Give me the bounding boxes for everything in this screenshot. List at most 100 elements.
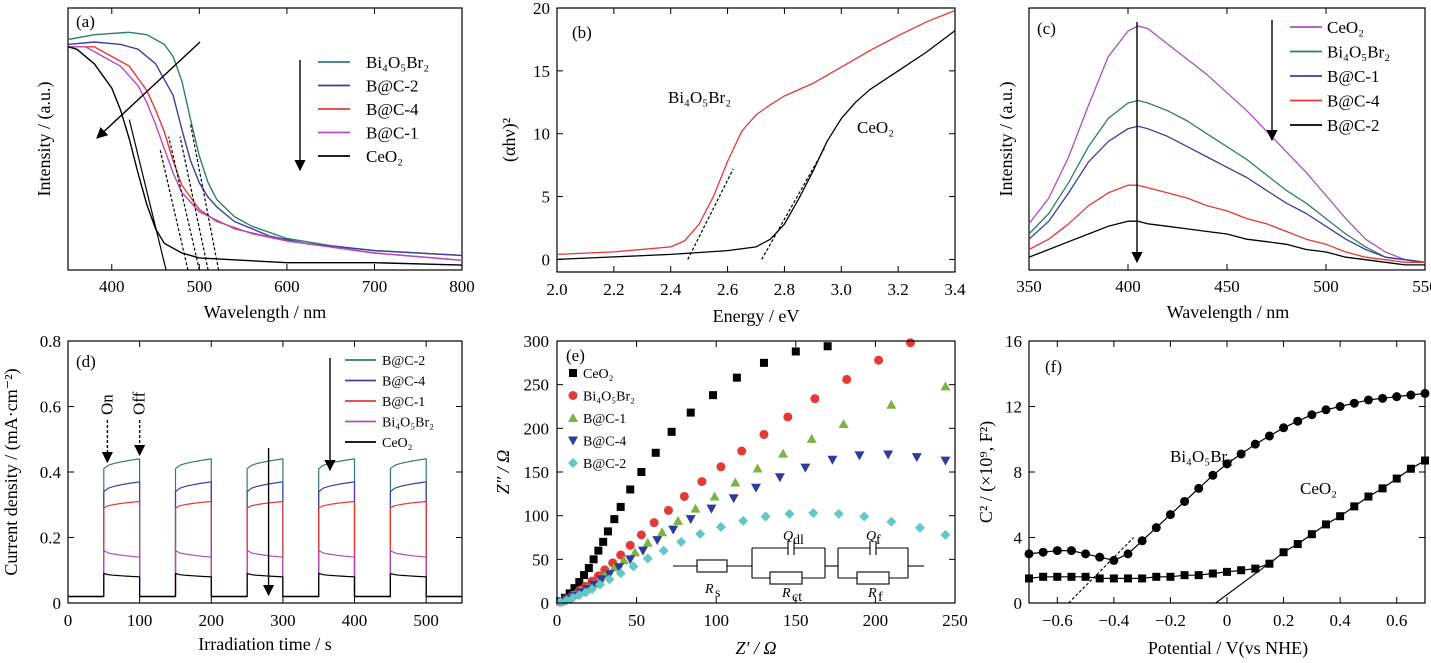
panel-e-circuit-label: R bbox=[781, 586, 791, 601]
panel-e-data-point bbox=[588, 580, 599, 590]
y-tick-label: 8 bbox=[1014, 463, 1023, 482]
panel-e-data-point bbox=[690, 503, 701, 513]
panel-e-data-point bbox=[609, 562, 620, 572]
x-tick-label: 550 bbox=[1412, 277, 1431, 296]
x-tick-label: 2.2 bbox=[603, 280, 624, 299]
panel-f-data-point bbox=[1151, 523, 1161, 533]
panel-f-data-point bbox=[1166, 572, 1175, 581]
panel-d-x-axis-title: Irradiation time / s bbox=[198, 634, 331, 654]
panel-d-off-label: Off bbox=[130, 391, 149, 415]
x-tick-label: 2.0 bbox=[546, 280, 567, 299]
panel-f-data-point bbox=[1208, 470, 1218, 480]
panel-e-data-point bbox=[642, 553, 653, 564]
panel-e-data-point bbox=[774, 473, 785, 483]
panel-e-data-point bbox=[874, 355, 884, 365]
panel-e-data-point bbox=[759, 429, 769, 439]
y-tick-label: 200 bbox=[524, 419, 550, 438]
panel-e-data-point bbox=[706, 504, 717, 514]
panel-e-data-point bbox=[630, 547, 641, 557]
panel-f-data-point bbox=[1067, 572, 1076, 581]
panel-f-data-point bbox=[1165, 510, 1175, 520]
panel-e-data-point bbox=[584, 564, 593, 573]
panel-e-data-point bbox=[626, 485, 635, 494]
panel-f-data-point bbox=[1109, 555, 1119, 565]
panel-d-on-label: On bbox=[97, 394, 116, 415]
panel-e-circuit-element bbox=[856, 571, 890, 585]
y-tick-label: 300 bbox=[524, 332, 550, 351]
panel-e-data-point bbox=[940, 381, 951, 391]
panel-e-circuit-label: Q bbox=[866, 529, 876, 544]
panel-e-data-point bbox=[911, 453, 922, 463]
x-tick-label: 100 bbox=[127, 611, 153, 630]
panel-d-series-line bbox=[68, 549, 462, 598]
panel-c-series-line bbox=[1028, 184, 1425, 263]
panel-e-data-point bbox=[625, 555, 636, 565]
panel-a-y-axis-title: Intensity / (a.u.) bbox=[34, 82, 55, 197]
panel-f-data-point bbox=[1378, 393, 1388, 403]
x-tick-label: −0.6 bbox=[1042, 611, 1073, 630]
panel-a-tangent-line bbox=[179, 136, 209, 271]
panel-e-data-point bbox=[615, 568, 626, 579]
panel-e-data-point bbox=[823, 342, 832, 351]
panel-a-legend-label: B@C-4 bbox=[366, 100, 419, 119]
x-tick-label: 400 bbox=[342, 611, 368, 630]
panel-c-legend-label: Bi₄O₅Br₂ bbox=[1327, 43, 1390, 62]
y-tick-label: 0.6 bbox=[40, 398, 61, 417]
x-tick-label: 0.4 bbox=[1330, 611, 1352, 630]
panel-e-legend-label: B@C-2 bbox=[583, 457, 626, 472]
panel-b-y-axis-title: (αhν)² bbox=[499, 118, 520, 162]
panel-e-data-point bbox=[737, 446, 747, 456]
panel-c-legend-label: B@C-2 bbox=[1327, 116, 1380, 135]
panel-e-data-point bbox=[649, 518, 659, 528]
panel-d-legend-label: B@C-2 bbox=[382, 354, 425, 369]
panel-e-data-point bbox=[594, 546, 603, 555]
panel-a-tangent-line bbox=[159, 148, 189, 271]
panel-f-data-point bbox=[1293, 540, 1302, 549]
panel-f-series-line bbox=[1028, 392, 1426, 562]
panel-e-circuit-label: R bbox=[867, 586, 877, 601]
panel-e-circuit-label-sub: f bbox=[878, 590, 883, 605]
panel-c-legend-label: B@C-1 bbox=[1327, 67, 1380, 86]
panel-e-y-axis-title: Z″ / Ω bbox=[493, 450, 513, 495]
panel-b-series-line bbox=[556, 30, 956, 261]
panel-e-circuit-label-sub: ct bbox=[792, 590, 802, 605]
x-tick-label: 500 bbox=[187, 277, 213, 296]
x-tick-label: 50 bbox=[628, 611, 645, 630]
panel-c-series-line bbox=[1028, 99, 1426, 263]
panel-f-data-point bbox=[1039, 572, 1048, 581]
panel-e-data-point bbox=[940, 529, 951, 540]
panel-e-data-point bbox=[580, 571, 589, 580]
panel-f-data-point bbox=[1363, 395, 1373, 405]
panel-e-data-point bbox=[886, 516, 897, 527]
panel-e-data-point bbox=[672, 515, 683, 525]
panel-e-data-point bbox=[604, 574, 615, 585]
panel-f-data-point bbox=[1251, 564, 1260, 573]
x-tick-label: 800 bbox=[449, 277, 475, 296]
panel-b-label: (b) bbox=[572, 23, 592, 42]
panel-d-label: (d) bbox=[76, 352, 96, 371]
panel-f-data-point bbox=[1223, 567, 1231, 576]
panel-f-annotation: Bi₄O₅Br₂ bbox=[1170, 447, 1233, 466]
panel-a-legend-label: CeO₂ bbox=[366, 147, 403, 166]
panel-d-legend-label: CeO₂ bbox=[382, 436, 413, 451]
panel-e-data-point bbox=[636, 530, 646, 540]
panel-e-data-point bbox=[738, 515, 749, 526]
panel-e-data-point bbox=[618, 555, 629, 565]
panel-b-annotation: CeO₂ bbox=[857, 118, 894, 137]
panel-e-data-point bbox=[575, 578, 584, 587]
panel-e-data-point bbox=[806, 433, 817, 443]
panel-e-legend-label: Bi₄O₅Br₂ bbox=[583, 390, 635, 405]
panel-e-data-point bbox=[625, 540, 635, 550]
x-tick-label: 0.6 bbox=[1386, 611, 1407, 630]
panel-e-data-point bbox=[752, 463, 763, 473]
panel-e-data-point bbox=[651, 448, 660, 457]
panel-e-data-point bbox=[886, 399, 897, 409]
panel-e-data-point bbox=[905, 338, 915, 348]
panel-e-data-point bbox=[838, 418, 849, 428]
panel-e-data-point bbox=[730, 477, 741, 487]
y-tick-label: 0 bbox=[53, 594, 62, 613]
panel-e-data-point bbox=[778, 448, 789, 458]
y-tick-label: 0.8 bbox=[40, 332, 61, 351]
panel-f-data-point bbox=[1123, 549, 1133, 559]
panel-d-y-axis-title: Current density / (mA·cm⁻²) bbox=[1, 368, 22, 575]
